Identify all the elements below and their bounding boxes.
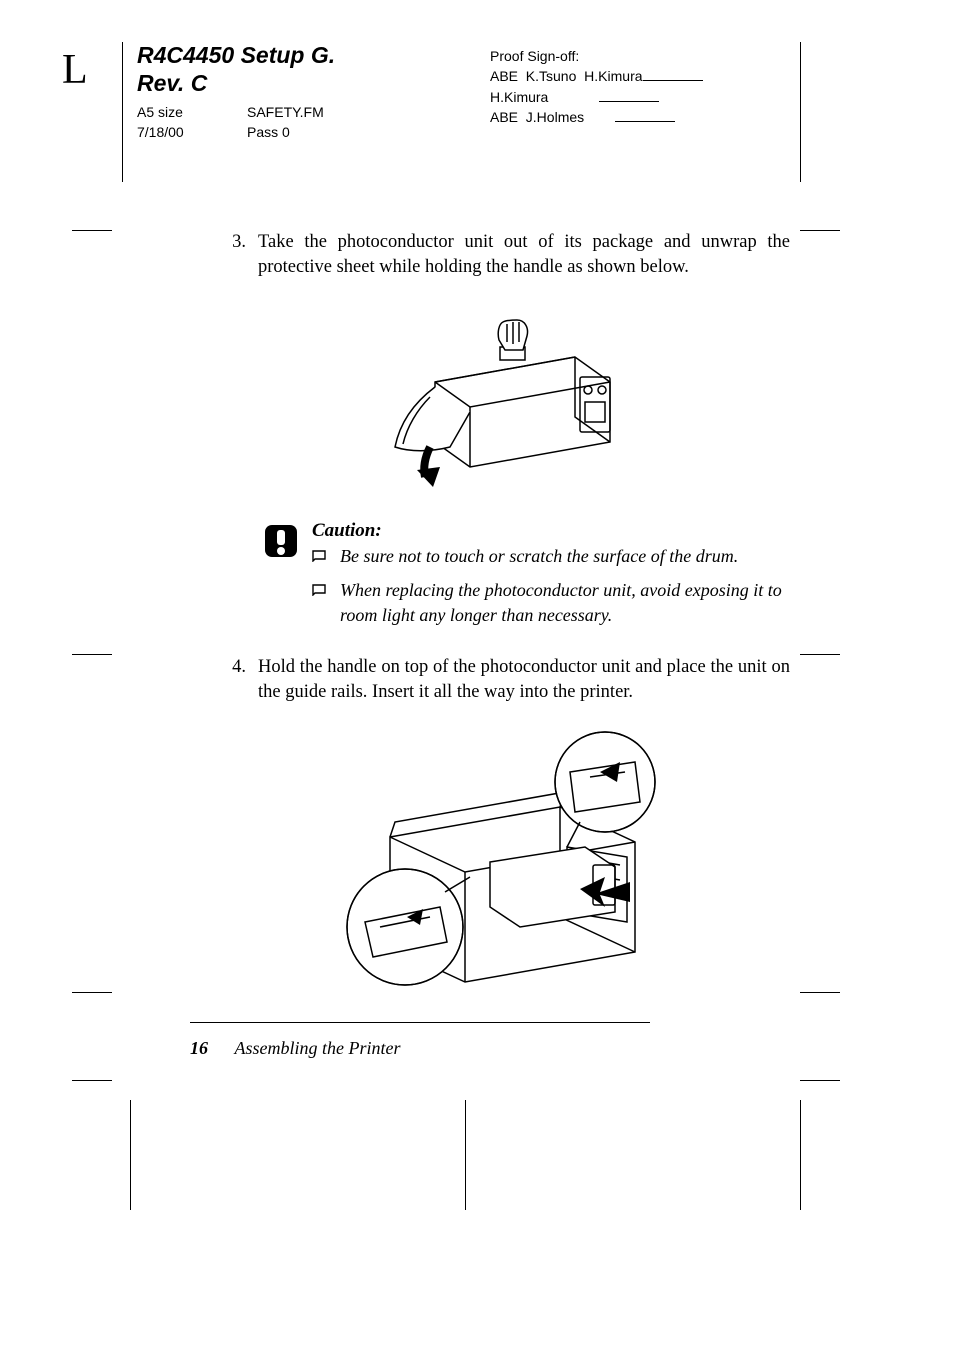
caution-item-1-text: Be sure not to touch or scratch the surf…: [340, 544, 738, 568]
meta-date: 7/18/00: [137, 123, 247, 143]
bullet-icon: [312, 578, 340, 627]
step-3: 3. Take the photoconductor unit out of i…: [220, 230, 790, 280]
header-divider: [122, 42, 123, 182]
insert-printer-illustration: [335, 727, 675, 997]
page-number: 16: [190, 1038, 208, 1058]
footer-rule: [190, 1022, 650, 1023]
signoff-r1b: H.Kimura: [584, 68, 642, 84]
figure-1: [220, 302, 790, 492]
step-3-num: 3.: [220, 230, 258, 280]
step-3-text: Take the photoconductor unit out of its …: [258, 230, 790, 280]
meta-file: SAFETY.FM: [247, 103, 324, 123]
signoff-r3: ABE J.Holmes: [490, 109, 584, 125]
caution-icon: [264, 524, 298, 558]
step-4-text: Hold the handle on top of the photocondu…: [258, 655, 790, 705]
figure-2: [220, 727, 790, 997]
footer: 16 Assembling the Printer: [190, 1038, 400, 1059]
caution-title: Caution:: [312, 520, 790, 542]
meta-size: A5 size: [137, 103, 247, 123]
caution-block: Caution: Be sure not to touch or scratch…: [264, 520, 790, 637]
caution-item-2-text: When replacing the photoconductor unit, …: [340, 578, 790, 627]
header: L R4C4450 Setup G. Rev. C A5 size 7/18/0…: [62, 42, 854, 182]
section-name: Assembling the Printer: [235, 1038, 401, 1058]
meta-pass: Pass 0: [247, 123, 324, 143]
caution-item-1: Be sure not to touch or scratch the surf…: [312, 544, 790, 568]
bullet-icon: [312, 544, 340, 568]
step-4: 4. Hold the handle on top of the photoco…: [220, 655, 790, 705]
side-letter: L: [62, 42, 122, 182]
step-4-num: 4.: [220, 655, 258, 705]
proof-signoff: Proof Sign-off: ABE K.Tsuno H.Kimura H.K…: [490, 46, 703, 127]
content-body: 3. Take the photoconductor unit out of i…: [220, 230, 790, 1025]
signoff-r1a: ABE K.Tsuno: [490, 68, 576, 84]
caution-item-2: When replacing the photoconductor unit, …: [312, 578, 790, 627]
signoff-r2: H.Kimura: [490, 89, 548, 105]
signoff-title: Proof Sign-off:: [490, 46, 703, 66]
photoconductor-unwrap-illustration: [375, 302, 635, 492]
